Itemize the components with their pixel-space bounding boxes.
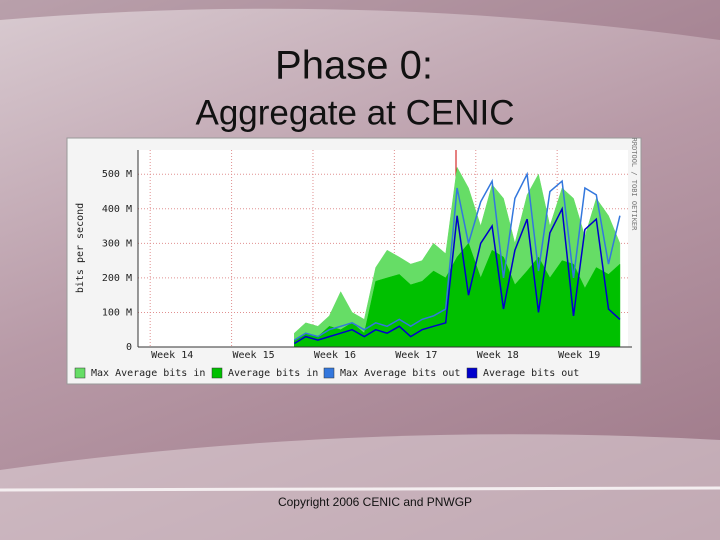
legend-label: Average bits out: [483, 368, 579, 379]
footer: Copyright 2006 CENIC and PNWGP: [278, 495, 472, 509]
decor: [0, 434, 720, 540]
x-tick-label: Week 18: [477, 350, 519, 361]
legend-label: Average bits in: [228, 368, 318, 379]
legend-swatch: [466, 367, 478, 379]
x-tick-label: Week 17: [395, 350, 437, 361]
legend-label: Max Average bits out: [340, 368, 460, 379]
y-axis-label: bits per second: [75, 203, 86, 293]
series-line: [293, 171, 621, 341]
y-tick-label: 300 M: [102, 238, 132, 249]
y-tick-label: 200 M: [102, 273, 132, 284]
x-tick-label: Week 16: [314, 350, 356, 361]
x-tick-label: Week 15: [233, 350, 275, 361]
side-note: RRDTOOL / TOBI OETIKER: [630, 138, 638, 232]
series-line: [293, 206, 621, 345]
legend-swatch: [211, 367, 223, 379]
decor: [0, 0, 720, 40]
x-tick-label: Week 19: [558, 350, 600, 361]
decor: [0, 486, 720, 492]
slide-title: Phase 0:: [275, 44, 433, 88]
legend-swatch: [74, 367, 86, 379]
slide-subtitle: Aggregate at CENIC: [195, 93, 514, 132]
legend-swatch: [323, 367, 335, 379]
legend-label: Max Average bits in: [91, 368, 205, 379]
x-tick-label: Week 14: [151, 350, 193, 361]
y-tick-label: 500 M: [102, 169, 132, 180]
y-tick-label: 400 M: [102, 204, 132, 215]
y-tick-label: 0: [126, 342, 132, 353]
y-tick-label: 100 M: [102, 307, 132, 318]
